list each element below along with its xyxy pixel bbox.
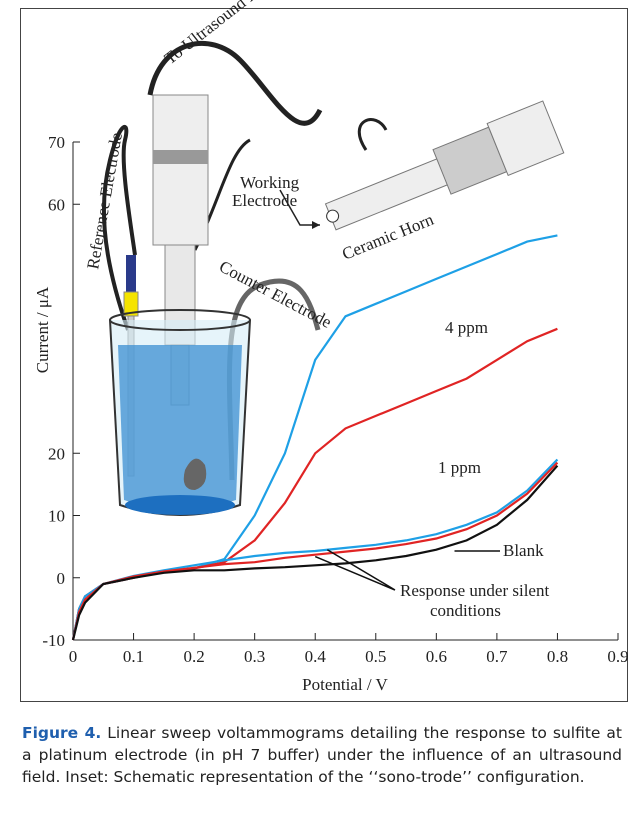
chart: To Ultrasound Processor Reference Electr… bbox=[33, 0, 629, 694]
inset-label: To Ultrasound Processor bbox=[161, 0, 305, 68]
y-tick-label: 10 bbox=[48, 507, 65, 526]
y-axis-label: Current / μA bbox=[33, 286, 52, 373]
caption-text: Linear sweep voltammograms detailing the… bbox=[22, 724, 622, 786]
inset-label: Working bbox=[240, 173, 300, 192]
annotation: Response under silent conditions bbox=[400, 581, 549, 620]
series-label: 1 ppm bbox=[438, 458, 481, 477]
y-tick-label: 70 bbox=[48, 133, 65, 152]
series-label: Blank bbox=[503, 541, 544, 560]
x-tick-label: 0.1 bbox=[123, 647, 144, 666]
x-tick-label: 0.3 bbox=[244, 647, 265, 666]
caption-label: Figure 4. bbox=[22, 724, 102, 742]
y-tick-label: 0 bbox=[57, 569, 66, 588]
x-axis-label: Potential / V bbox=[302, 675, 388, 694]
y-tick-label: 60 bbox=[48, 195, 65, 214]
figure-frame bbox=[20, 8, 628, 702]
caption: Figure 4. Linear sweep voltammograms det… bbox=[22, 722, 622, 788]
series-line bbox=[71, 464, 559, 641]
arrow bbox=[314, 549, 396, 591]
y-tick-label: -10 bbox=[42, 631, 65, 650]
x-tick-label: 0.7 bbox=[486, 647, 508, 666]
series-label: 4 ppm bbox=[445, 318, 488, 337]
x-tick-label: 0.6 bbox=[426, 647, 447, 666]
x-tick-label: 0.5 bbox=[365, 647, 386, 666]
x-tick-label: 0.4 bbox=[305, 647, 327, 666]
inset-label: Reference Electrode bbox=[83, 131, 126, 270]
x-tick-label: 0 bbox=[69, 647, 78, 666]
annotation-line: Response under silent bbox=[400, 581, 549, 600]
inset-label: Electrode bbox=[232, 191, 297, 210]
annotation-line: conditions bbox=[430, 601, 501, 620]
x-tick-label: 0.8 bbox=[547, 647, 568, 666]
inset-schematic bbox=[101, 40, 565, 516]
x-tick-label: 0.9 bbox=[607, 647, 628, 666]
x-tick-label: 0.2 bbox=[183, 647, 204, 666]
y-tick-label: 20 bbox=[48, 444, 65, 463]
